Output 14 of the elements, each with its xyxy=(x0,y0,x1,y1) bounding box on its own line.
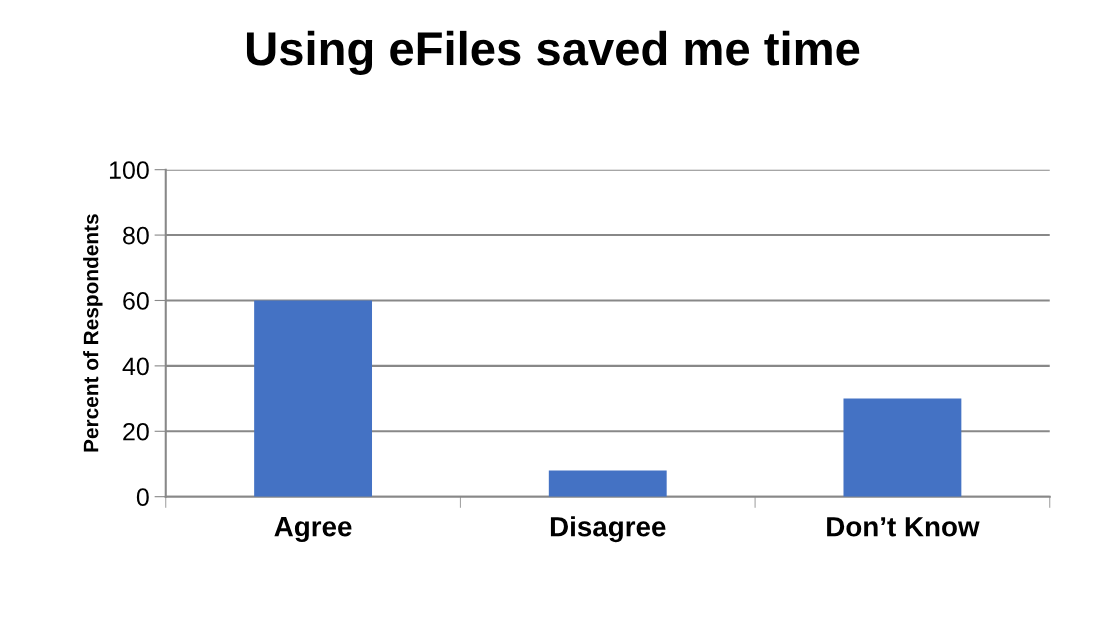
y-tick-label: 80 xyxy=(123,226,149,245)
y-tick-label: 100 xyxy=(109,161,149,179)
bar xyxy=(254,300,373,497)
y-tick-label: 20 xyxy=(123,422,149,441)
chart-title: Using eFiles saved me time xyxy=(246,30,860,76)
y-tick-label: 0 xyxy=(136,488,149,506)
bar xyxy=(843,398,962,497)
y-tick-label: 40 xyxy=(122,357,149,376)
y-axis-title: Percent of Respondents xyxy=(83,214,103,452)
x-tick-label: Disagree xyxy=(550,516,666,543)
x-tick-label: Agree xyxy=(274,517,352,543)
x-tick-label: Don’t Know xyxy=(827,517,980,537)
y-tick-label: 60 xyxy=(123,292,149,310)
bar xyxy=(548,470,667,497)
